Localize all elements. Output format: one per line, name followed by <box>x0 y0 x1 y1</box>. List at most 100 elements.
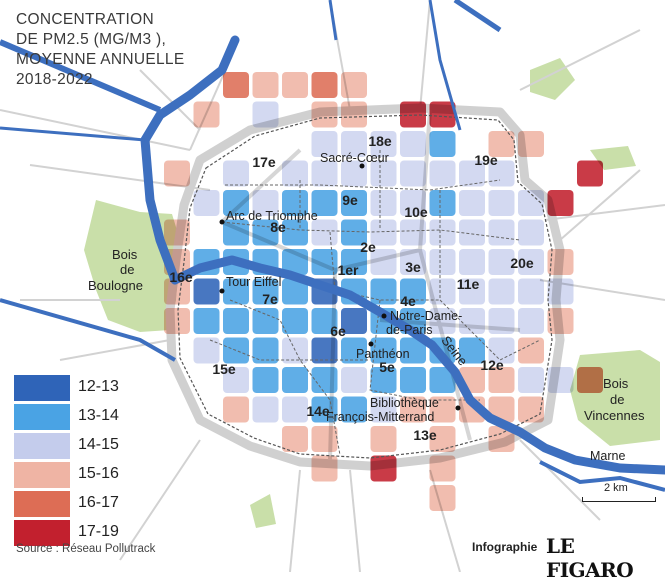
pm25-cell <box>311 190 338 216</box>
pm25-cell <box>518 131 544 157</box>
pm25-cell <box>252 278 279 305</box>
pm25-cell <box>223 337 249 364</box>
arr-label-1er: 1er <box>337 262 359 278</box>
pm25-cell <box>223 72 249 98</box>
arr-label-10e: 10e <box>404 204 428 220</box>
pm25-cell <box>282 190 308 216</box>
arr-label-20e: 20e <box>510 255 534 271</box>
pm25-cell <box>547 278 574 305</box>
pm25-cell <box>193 337 220 364</box>
pm25-cell <box>518 278 544 305</box>
legend-swatch <box>14 520 70 546</box>
arr-label-15e: 15e <box>212 361 236 377</box>
pm25-cell <box>429 308 456 334</box>
pm25-cell <box>223 396 249 423</box>
pm25-cell <box>164 308 190 334</box>
pm25-cell <box>282 219 308 246</box>
pm25-cell <box>400 396 426 423</box>
arrondissement-boundaries <box>177 114 553 459</box>
pm25-cell <box>370 131 397 157</box>
pm25-cell <box>488 367 515 393</box>
pm25-cell <box>370 337 397 364</box>
pm25-cell <box>311 101 338 128</box>
arr-label-16e: 16e <box>169 269 193 285</box>
pm25-cell <box>400 190 426 216</box>
pm25-cell <box>400 101 426 128</box>
pm25-cell <box>400 278 426 305</box>
pm25-cell <box>311 160 338 187</box>
legend-swatch <box>14 433 70 459</box>
arr-label-4e: 4e <box>400 293 416 309</box>
pm25-cell <box>547 249 574 275</box>
pm25-cell <box>400 131 426 157</box>
arr-label-13e: 13e <box>413 427 437 443</box>
pm25-cell <box>223 278 249 305</box>
pm25-cell <box>459 219 485 246</box>
pm25-cell <box>164 160 190 187</box>
pm25-cell <box>193 278 220 305</box>
pm25-cell <box>429 367 456 393</box>
pm25-cell <box>577 367 603 393</box>
pm25-cell <box>370 278 397 305</box>
legend-swatch <box>14 404 70 430</box>
legend-label: 13-14 <box>78 407 119 424</box>
pm25-cell <box>341 72 367 98</box>
pm25-cell <box>193 308 220 334</box>
pm25-cell <box>252 367 279 393</box>
arr-label-18e: 18e <box>368 133 392 149</box>
pm25-cell <box>282 426 308 452</box>
pm25-cell <box>282 249 308 275</box>
landmark-pantheon: Panthéon <box>356 347 410 361</box>
pm25-cell <box>518 396 544 423</box>
pm25-cell <box>547 190 574 216</box>
arr-label-2e: 2e <box>360 239 376 255</box>
pm25-cell <box>341 367 367 393</box>
peripherique-ring <box>165 103 565 471</box>
pm25-cell <box>370 426 397 452</box>
landmark-dots <box>219 163 461 411</box>
legend-label: 15-16 <box>78 465 119 482</box>
pm25-cell <box>341 396 367 423</box>
pm25-cell <box>311 131 338 157</box>
pm25-cell <box>547 367 574 393</box>
pm25-cell <box>429 278 456 305</box>
pm25-cell <box>429 160 456 187</box>
pm25-cell <box>370 219 397 246</box>
pm25-cell <box>400 219 426 246</box>
legend-label: 14-15 <box>78 436 119 453</box>
pm25-cell <box>282 278 308 305</box>
pm25-cell <box>518 219 544 246</box>
pm25-cell <box>429 190 456 216</box>
source-note: Source : Réseau Pollutrack <box>16 543 156 555</box>
landmark-sacre-coeur: Sacré-Cœur <box>320 151 389 165</box>
pm25-cell <box>311 337 338 364</box>
pm25-cell <box>311 72 338 98</box>
legend-label: 17-19 <box>78 523 119 540</box>
pm25-cell <box>400 337 426 364</box>
pm25-cell <box>429 101 456 128</box>
pm25-cell <box>488 249 515 275</box>
pm25-cell <box>341 308 367 334</box>
legend-swatch <box>14 375 70 401</box>
park-patch <box>250 494 276 528</box>
arr-label-8e: 8e <box>270 219 286 235</box>
pm25-cell <box>459 278 485 305</box>
pm25-cell <box>400 367 426 393</box>
legend-item: 17-19 <box>14 510 214 546</box>
pm25-cell <box>282 396 308 423</box>
pm25-cell <box>577 160 603 187</box>
pm25-cell <box>282 308 308 334</box>
pm25-cell <box>341 131 367 157</box>
legend-item: 13-14 <box>14 404 214 430</box>
pm25-cell <box>429 219 456 246</box>
title-line-4: 2018-2022 <box>16 71 93 88</box>
river-label-marne: Marne <box>590 449 625 463</box>
pm25-cell <box>341 190 367 216</box>
pm25-cell <box>223 367 249 393</box>
arr-label-11e: 11e <box>457 276 480 292</box>
pm25-cell <box>370 455 397 482</box>
pm25-cell <box>311 426 338 452</box>
pm25-cell <box>252 190 279 216</box>
pm25-cell <box>370 396 397 423</box>
pm25-cell <box>282 72 308 98</box>
